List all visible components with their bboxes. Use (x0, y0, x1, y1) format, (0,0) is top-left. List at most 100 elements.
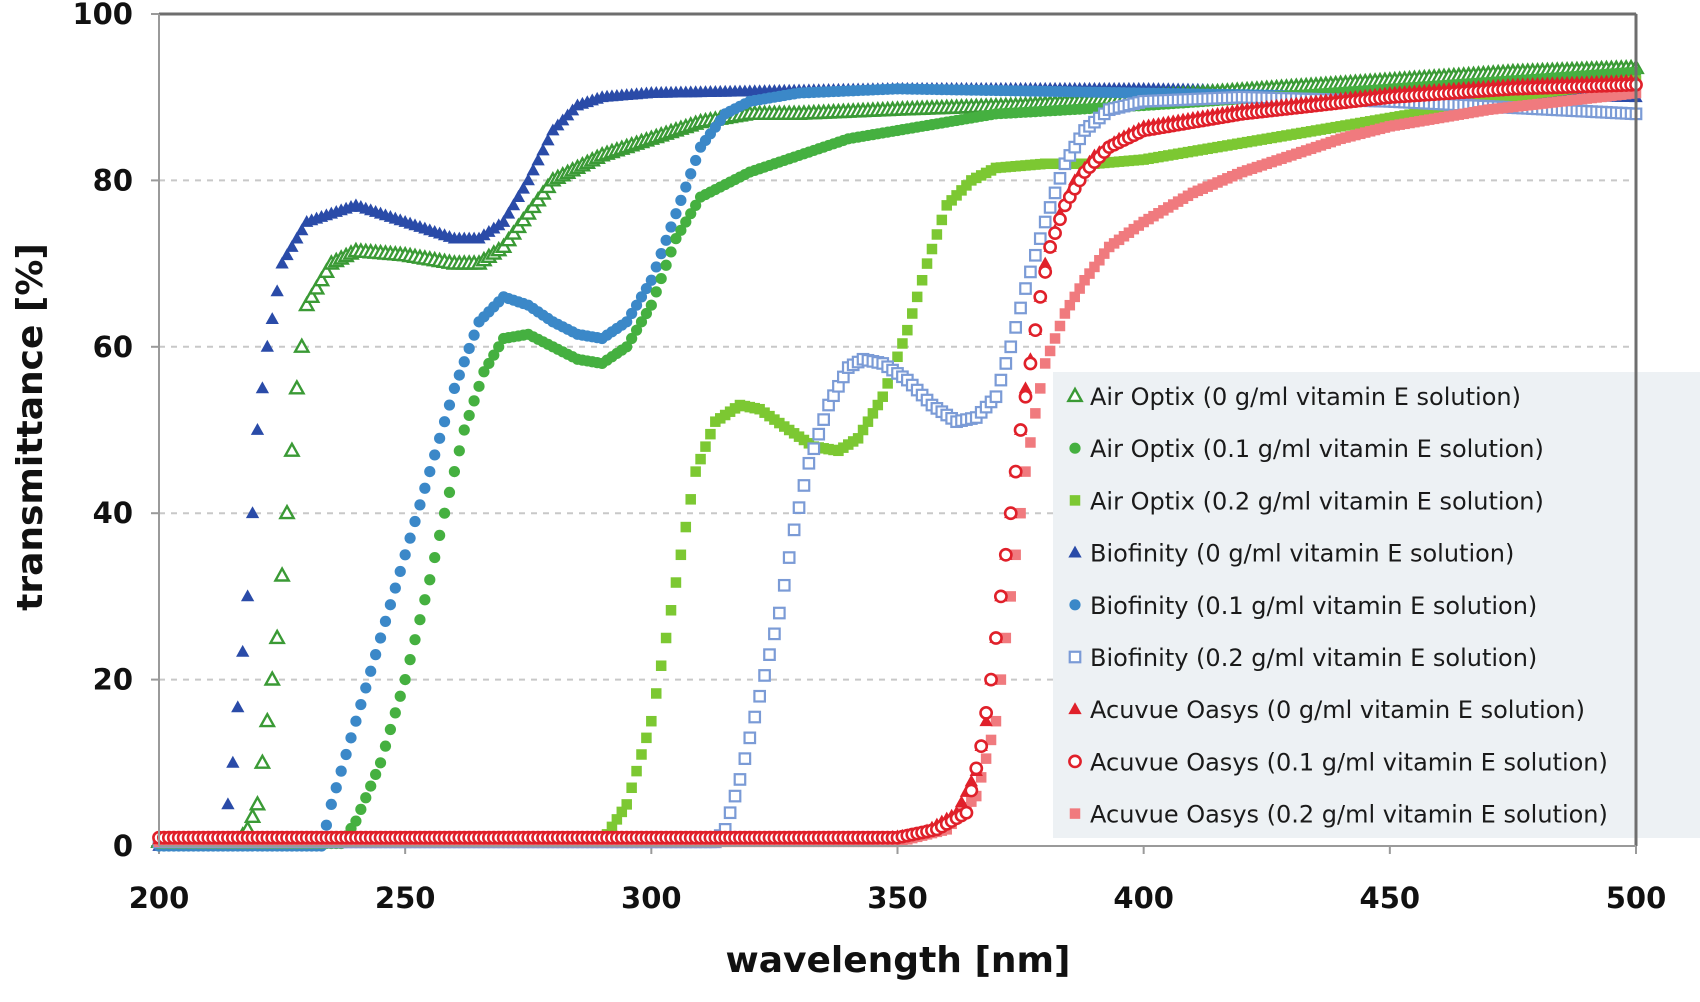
data-point (916, 274, 928, 286)
data-point (325, 798, 337, 811)
data-point (921, 258, 933, 269)
data-point (1048, 186, 1062, 200)
data-point (317, 262, 336, 279)
data-point (998, 547, 1013, 562)
data-point (404, 532, 416, 544)
data-point (1053, 212, 1067, 227)
data-point (263, 670, 281, 686)
legend-item: Air Optix (0.1 g/ml vitamin E solution) (1069, 435, 1544, 463)
data-point (1029, 248, 1042, 262)
data-point (645, 274, 657, 286)
data-point (419, 482, 431, 494)
data-point (394, 565, 406, 578)
data-point (458, 424, 470, 436)
data-point (275, 256, 289, 269)
data-point (990, 715, 1002, 727)
data-point (700, 441, 711, 452)
data-point (429, 449, 441, 461)
data-point (635, 291, 648, 303)
data-point (733, 773, 747, 786)
data-point (298, 295, 316, 312)
legend: Air Optix (0 g/ml vitamin E solution) Air… (1053, 372, 1700, 838)
data-point (350, 815, 362, 827)
data-point (1019, 282, 1032, 295)
data-point (243, 807, 262, 823)
data-point (877, 391, 888, 402)
x-tick-label: 200 (129, 881, 190, 915)
data-point (611, 814, 623, 825)
data-point (994, 373, 1008, 387)
data-point (999, 357, 1013, 370)
data-point (626, 782, 637, 794)
data-point (782, 551, 796, 564)
data-point (285, 239, 299, 252)
data-point (1039, 358, 1051, 369)
data-point (307, 279, 326, 295)
data-point (288, 378, 306, 395)
data-point (389, 582, 401, 594)
data-point (293, 337, 311, 353)
data-point (723, 806, 737, 820)
data-point (453, 369, 465, 381)
x-axis-title: wavelength [nm] (725, 940, 1070, 981)
data-point (777, 578, 791, 592)
y-tick-label: 20 (93, 663, 133, 697)
data-point (665, 221, 677, 233)
data-point (660, 632, 672, 644)
data-point (979, 714, 993, 727)
data-point (606, 821, 618, 833)
data-point (966, 796, 977, 807)
data-point (650, 261, 662, 273)
data-point (335, 765, 347, 777)
data-point (985, 734, 997, 746)
data-point (1094, 255, 1105, 266)
legend-marker-icon (1069, 442, 1081, 454)
data-point (312, 270, 331, 287)
data-point (273, 566, 291, 582)
data-point (768, 627, 781, 641)
data-point (1025, 437, 1036, 448)
data-point (772, 606, 786, 620)
data-point (283, 441, 301, 457)
data-point (270, 284, 284, 297)
data-point (867, 408, 879, 419)
data-point (1053, 171, 1067, 185)
data-point (748, 710, 762, 724)
data-point (379, 740, 392, 752)
data-point (882, 378, 893, 389)
data-point (1059, 308, 1071, 319)
legend-item: Biofinity (0.2 g/ml vitamin E solution) (1068, 644, 1537, 672)
data-point (541, 133, 555, 146)
data-point (631, 765, 642, 777)
legend-label: Air Optix (0.1 g/ml vitamin E solution) (1090, 435, 1544, 463)
legend-marker-icon (1068, 754, 1082, 769)
data-point (1049, 333, 1061, 344)
data-point (650, 286, 662, 298)
data-point (531, 153, 545, 166)
data-point (240, 589, 255, 602)
data-point (892, 351, 903, 363)
legend-marker-icon (1068, 702, 1082, 715)
data-point (1044, 345, 1056, 357)
data-point (964, 774, 978, 787)
data-point (409, 634, 421, 646)
data-point (1008, 464, 1023, 479)
data-point (330, 782, 342, 794)
data-point (646, 715, 657, 727)
data-point (670, 233, 682, 245)
data-point (424, 574, 436, 586)
data-point (685, 168, 697, 180)
data-point (907, 308, 918, 319)
legend-item: Acuvue Oasys (0.2 g/ml vitamin E solutio… (1069, 801, 1608, 829)
data-point (516, 181, 530, 194)
x-tick-label: 350 (867, 881, 928, 915)
data-point (964, 783, 979, 798)
data-point (1030, 408, 1041, 419)
data-point (1024, 265, 1037, 279)
data-point (690, 199, 702, 211)
data-point (355, 698, 367, 711)
legend-label: Biofinity (0 g/ml vitamin E solution) (1090, 540, 1514, 568)
data-point (389, 707, 401, 719)
y-axis-title: transmittance [%] (10, 243, 51, 611)
